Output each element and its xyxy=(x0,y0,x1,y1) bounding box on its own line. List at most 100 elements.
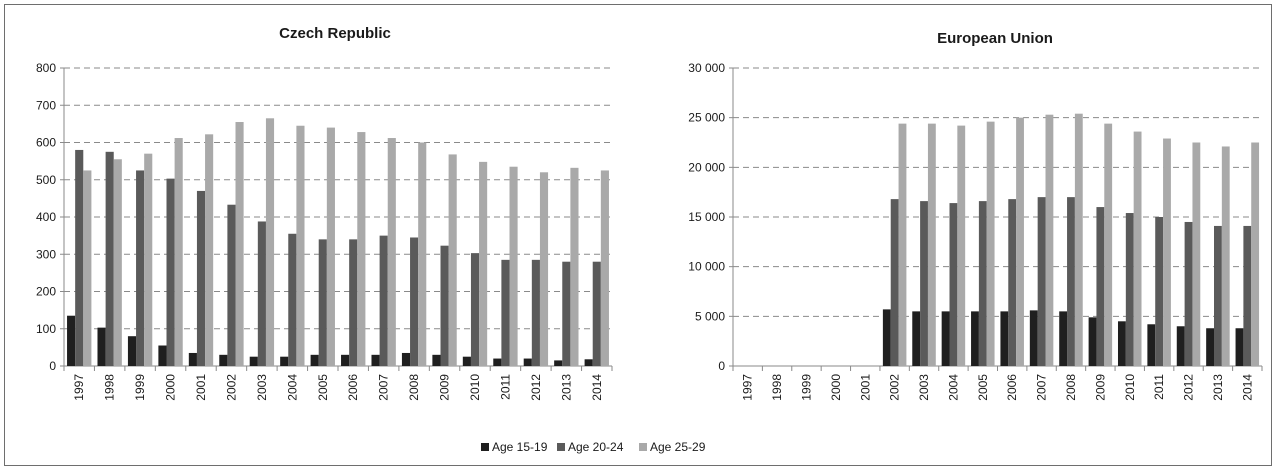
legend-label: Age 20-24 xyxy=(568,440,624,454)
bar-age-25-29-1999 xyxy=(144,153,153,366)
bar-age-20-24-2006 xyxy=(349,239,358,366)
bar-age-25-29-2007 xyxy=(1045,114,1054,366)
bar-age-20-24-2014 xyxy=(592,261,601,366)
legend-label: Age 25-29 xyxy=(650,440,706,454)
bar-age-20-24-2013 xyxy=(1214,225,1222,366)
bar-age-20-24-2011 xyxy=(501,259,510,366)
bar-age-15-19-2012 xyxy=(1176,326,1185,366)
bar-age-15-19-2008 xyxy=(1059,311,1068,366)
bar-age-15-19-2003 xyxy=(249,356,258,366)
bar-age-15-19-2000 xyxy=(158,345,167,366)
x-tick-label: 2001 xyxy=(858,374,872,401)
bar-age-25-29-2014 xyxy=(1251,142,1260,366)
bar-age-25-29-2011 xyxy=(509,166,518,366)
x-tick-label: 2014 xyxy=(1240,374,1254,401)
bar-age-25-29-2003 xyxy=(927,123,936,366)
x-tick-label: 2003 xyxy=(917,374,931,401)
chart-title: European Union xyxy=(937,30,1053,47)
bar-age-15-19-2012 xyxy=(523,358,532,366)
x-tick-label: 2011 xyxy=(498,374,512,400)
x-tick-label: 1997 xyxy=(72,374,86,401)
x-tick-label: 2005 xyxy=(316,374,330,401)
bar-age-15-19-2003 xyxy=(912,311,921,366)
bar-age-20-24-2002 xyxy=(227,204,236,366)
x-tick-label: 2007 xyxy=(377,374,391,401)
legend-swatch xyxy=(557,443,565,451)
bar-age-20-24-2010 xyxy=(470,253,480,366)
bar-age-15-19-2009 xyxy=(1088,317,1097,366)
bar-age-25-29-2009 xyxy=(448,154,457,366)
bar-age-20-24-2012 xyxy=(531,259,540,366)
y-tick-label: 100 xyxy=(36,322,56,336)
x-tick-label: 2005 xyxy=(976,374,990,401)
bar-age-25-29-2005 xyxy=(326,127,335,366)
bar-age-20-24-2002 xyxy=(890,199,899,366)
bar-age-15-19-2007 xyxy=(1029,310,1038,366)
bar-age-25-29-2000 xyxy=(174,138,183,366)
x-tick-label: 1998 xyxy=(770,374,784,401)
y-tick-label: 700 xyxy=(36,98,56,112)
bar-age-25-29-2012 xyxy=(539,172,549,366)
x-tick-label: 2013 xyxy=(1211,374,1225,401)
bar-age-15-19-2006 xyxy=(1000,311,1009,366)
bar-age-25-29-2008 xyxy=(418,142,427,366)
x-tick-label: 2002 xyxy=(888,374,902,401)
bar-age-15-19-1999 xyxy=(127,336,137,366)
bar-age-15-19-2009 xyxy=(432,354,441,366)
bar-age-20-24-2006 xyxy=(1008,199,1017,366)
y-tick-label: 600 xyxy=(36,136,56,150)
legend-label: Age 15-19 xyxy=(492,440,548,454)
chart-title: Czech Republic xyxy=(279,25,391,42)
bar-age-20-24-2003 xyxy=(920,201,928,366)
bar-age-20-24-2008 xyxy=(1067,197,1075,366)
bar-age-15-19-2002 xyxy=(882,309,891,366)
bar-age-15-19-2001 xyxy=(188,352,197,366)
bar-age-25-29-2004 xyxy=(296,125,305,367)
bar-age-25-29-2007 xyxy=(387,138,396,366)
bar-age-25-29-2014 xyxy=(600,170,609,366)
x-tick-label: 1999 xyxy=(799,374,813,401)
bar-age-15-19-2005 xyxy=(310,354,319,366)
bar-age-20-24-1998 xyxy=(105,151,114,366)
x-tick-label: 2009 xyxy=(438,374,452,401)
y-tick-label: 25 000 xyxy=(688,111,725,125)
bar-age-15-19-2004 xyxy=(941,311,950,366)
bar-age-20-24-2011 xyxy=(1155,217,1164,366)
bar-age-25-29-2001 xyxy=(205,134,214,366)
bar-age-15-19-2004 xyxy=(280,356,289,366)
bar-age-20-24-1999 xyxy=(136,170,145,366)
x-tick-label: 2013 xyxy=(559,374,573,401)
x-tick-label: 2014 xyxy=(590,374,604,401)
bar-age-20-24-2004 xyxy=(288,233,297,366)
bar-age-25-29-2006 xyxy=(1016,117,1024,366)
bar-age-15-19-2008 xyxy=(401,352,411,366)
bar-age-15-19-2013 xyxy=(1206,328,1214,366)
bar-age-25-29-2008 xyxy=(1074,113,1083,366)
x-tick-label: 2010 xyxy=(468,374,482,401)
bar-age-25-29-2006 xyxy=(357,132,366,366)
bar-age-20-24-2007 xyxy=(1037,197,1046,366)
bar-age-20-24-1997 xyxy=(75,149,84,366)
bar-age-20-24-2000 xyxy=(166,178,175,366)
bar-age-25-29-1997 xyxy=(83,170,92,366)
bar-age-20-24-2003 xyxy=(257,221,266,366)
x-tick-label: 2010 xyxy=(1123,374,1137,401)
y-tick-label: 0 xyxy=(718,359,725,373)
x-tick-label: 2008 xyxy=(407,374,421,401)
x-tick-label: 2000 xyxy=(829,374,843,401)
y-tick-label: 5 000 xyxy=(695,309,725,323)
x-tick-label: 1997 xyxy=(741,374,755,401)
bar-age-20-24-2013 xyxy=(562,261,571,366)
x-tick-label: 2006 xyxy=(1005,374,1019,401)
y-tick-label: 500 xyxy=(36,173,56,187)
bar-age-25-29-2005 xyxy=(986,121,995,366)
bar-age-25-29-2011 xyxy=(1163,138,1171,366)
bar-age-25-29-2004 xyxy=(957,125,966,366)
bar-age-15-19-2006 xyxy=(341,354,350,366)
x-tick-label: 2001 xyxy=(194,374,208,401)
bar-age-15-19-2014 xyxy=(1235,328,1244,366)
charts-canvas: Czech Republic 0 100 200 300 400 500 600 700 800 1… xyxy=(36,25,1263,454)
bar-age-15-19-1998 xyxy=(97,327,106,366)
bar-age-20-24-2014 xyxy=(1243,225,1252,366)
y-tick-label: 0 xyxy=(49,359,56,373)
